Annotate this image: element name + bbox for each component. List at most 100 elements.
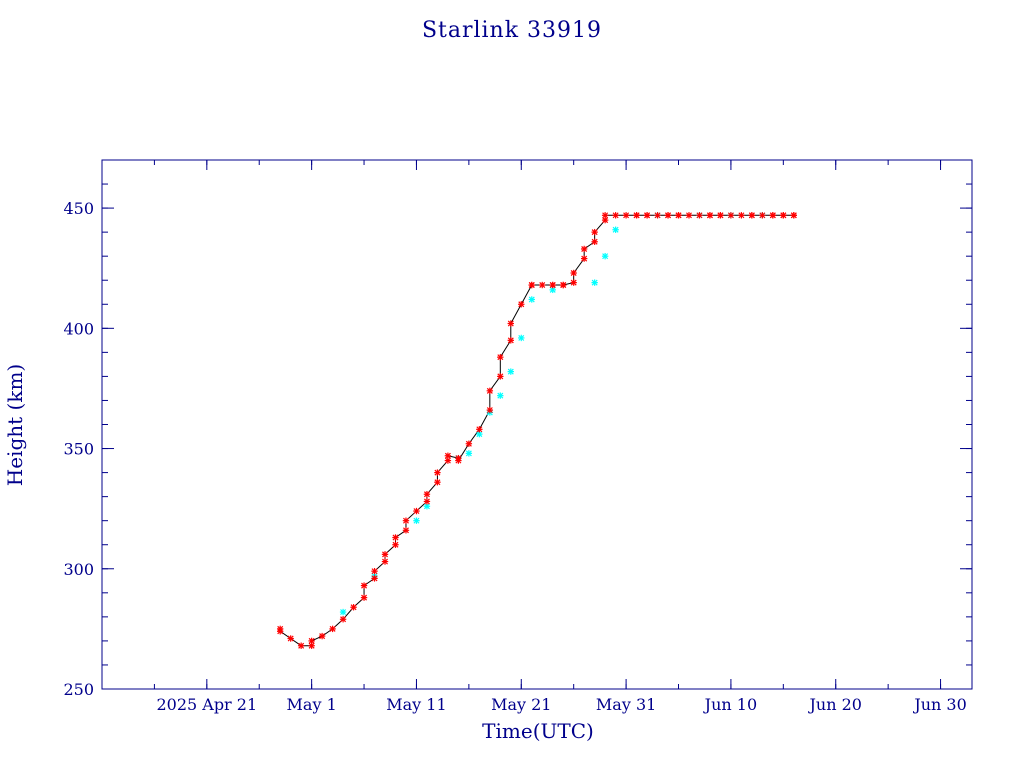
red-data-point — [790, 212, 798, 219]
red-data-point — [381, 551, 389, 558]
marker-stroke — [444, 452, 451, 459]
marker-stroke — [287, 635, 294, 642]
red-data-point — [591, 228, 598, 236]
red-data-point — [664, 212, 672, 219]
marker-stroke — [654, 212, 661, 219]
marker-stroke — [518, 334, 525, 341]
red-data-point — [738, 212, 745, 219]
x-tick-label: Jun 30 — [912, 695, 966, 714]
marker-stroke — [539, 282, 546, 289]
marker-stroke — [602, 253, 609, 260]
marker-stroke — [486, 407, 493, 414]
marker-stroke — [780, 212, 787, 219]
marker-stroke — [602, 212, 609, 219]
red-data-point — [507, 320, 514, 327]
red-data-point — [444, 457, 452, 464]
red-data-point — [402, 517, 410, 524]
marker-stroke — [507, 320, 514, 327]
marker-stroke — [444, 457, 451, 464]
y-axis-label: Height (km) — [3, 364, 27, 486]
red-data-point — [497, 373, 504, 380]
y-axis-tick-labels: 250 300 350 400 450 — [63, 199, 94, 699]
y-axis-ticks — [102, 159, 972, 690]
marker-stroke — [612, 226, 619, 233]
cyan-data-point — [465, 450, 473, 457]
cyan-data-point — [497, 392, 504, 399]
red-data-point — [486, 406, 494, 414]
red-data-point — [759, 212, 766, 219]
red-data-point — [706, 212, 714, 219]
x-tick-label: Jun 20 — [808, 695, 862, 714]
x-axis-ticks — [101, 160, 942, 689]
marker-stroke — [371, 568, 378, 575]
marker-stroke — [633, 212, 640, 219]
cyan-data-point — [413, 517, 420, 524]
marker-stroke — [392, 541, 399, 548]
red-data-point — [654, 212, 661, 219]
marker-stroke — [423, 498, 430, 505]
red-data-point — [591, 238, 598, 245]
marker-stroke — [308, 642, 315, 649]
marker-stroke — [748, 212, 755, 219]
marker-stroke — [560, 282, 567, 289]
marker-stroke — [361, 582, 368, 589]
marker-stroke — [382, 558, 388, 565]
marker-stroke — [570, 279, 577, 286]
marker-stroke — [402, 527, 409, 534]
red-data-point — [381, 558, 389, 565]
red-data-point — [685, 212, 693, 219]
marker-stroke — [675, 212, 682, 219]
red-data-point — [434, 479, 441, 486]
marker-stroke — [486, 387, 493, 394]
marker-stroke — [591, 279, 598, 286]
x-tick-label: May 21 — [491, 695, 551, 714]
marker-stroke — [340, 609, 347, 616]
marker-stroke — [706, 212, 713, 219]
marker-stroke — [581, 255, 588, 262]
red-data-point — [371, 575, 378, 582]
marker-stroke — [434, 469, 441, 476]
red-data-point — [360, 582, 368, 589]
marker-stroke — [413, 508, 420, 515]
red-data-point — [601, 216, 609, 224]
red-data-point — [622, 212, 630, 219]
marker-stroke — [623, 212, 630, 219]
red-data-point — [318, 632, 326, 640]
red-data-point — [276, 628, 284, 635]
marker-stroke — [423, 503, 430, 510]
chart-title: Starlink 33919 — [422, 18, 602, 43]
red-data-point — [423, 491, 431, 498]
marker-stroke — [790, 212, 797, 219]
red-data-point — [455, 457, 462, 464]
marker-stroke — [497, 354, 504, 361]
marker-stroke — [665, 212, 672, 219]
red-data-point — [371, 567, 378, 575]
red-data-point — [780, 212, 787, 219]
red-data-point — [423, 498, 431, 505]
y-tick-label: 300 — [63, 560, 94, 579]
marker-stroke — [350, 604, 357, 611]
red-data-point — [769, 212, 777, 219]
red-data-point — [402, 527, 410, 534]
marker-stroke — [434, 479, 441, 486]
marker-stroke — [371, 575, 378, 582]
red-data-point — [350, 604, 357, 611]
marker-stroke — [476, 426, 483, 433]
marker-stroke — [528, 282, 535, 289]
red-data-point — [570, 269, 577, 277]
red-data-point — [308, 637, 315, 645]
marker-stroke — [413, 517, 420, 524]
red-data-point — [360, 594, 368, 601]
marker-stroke — [361, 594, 368, 601]
red-data-point — [580, 255, 588, 262]
x-tick-label: May 31 — [596, 695, 656, 714]
cyan-data-point — [339, 608, 347, 616]
cyan-data-point — [612, 226, 619, 233]
red-data-point — [528, 281, 535, 289]
red-data-point — [633, 212, 640, 219]
red-data-point — [392, 534, 399, 541]
marker-stroke — [507, 368, 514, 375]
red-data-point — [549, 281, 556, 289]
